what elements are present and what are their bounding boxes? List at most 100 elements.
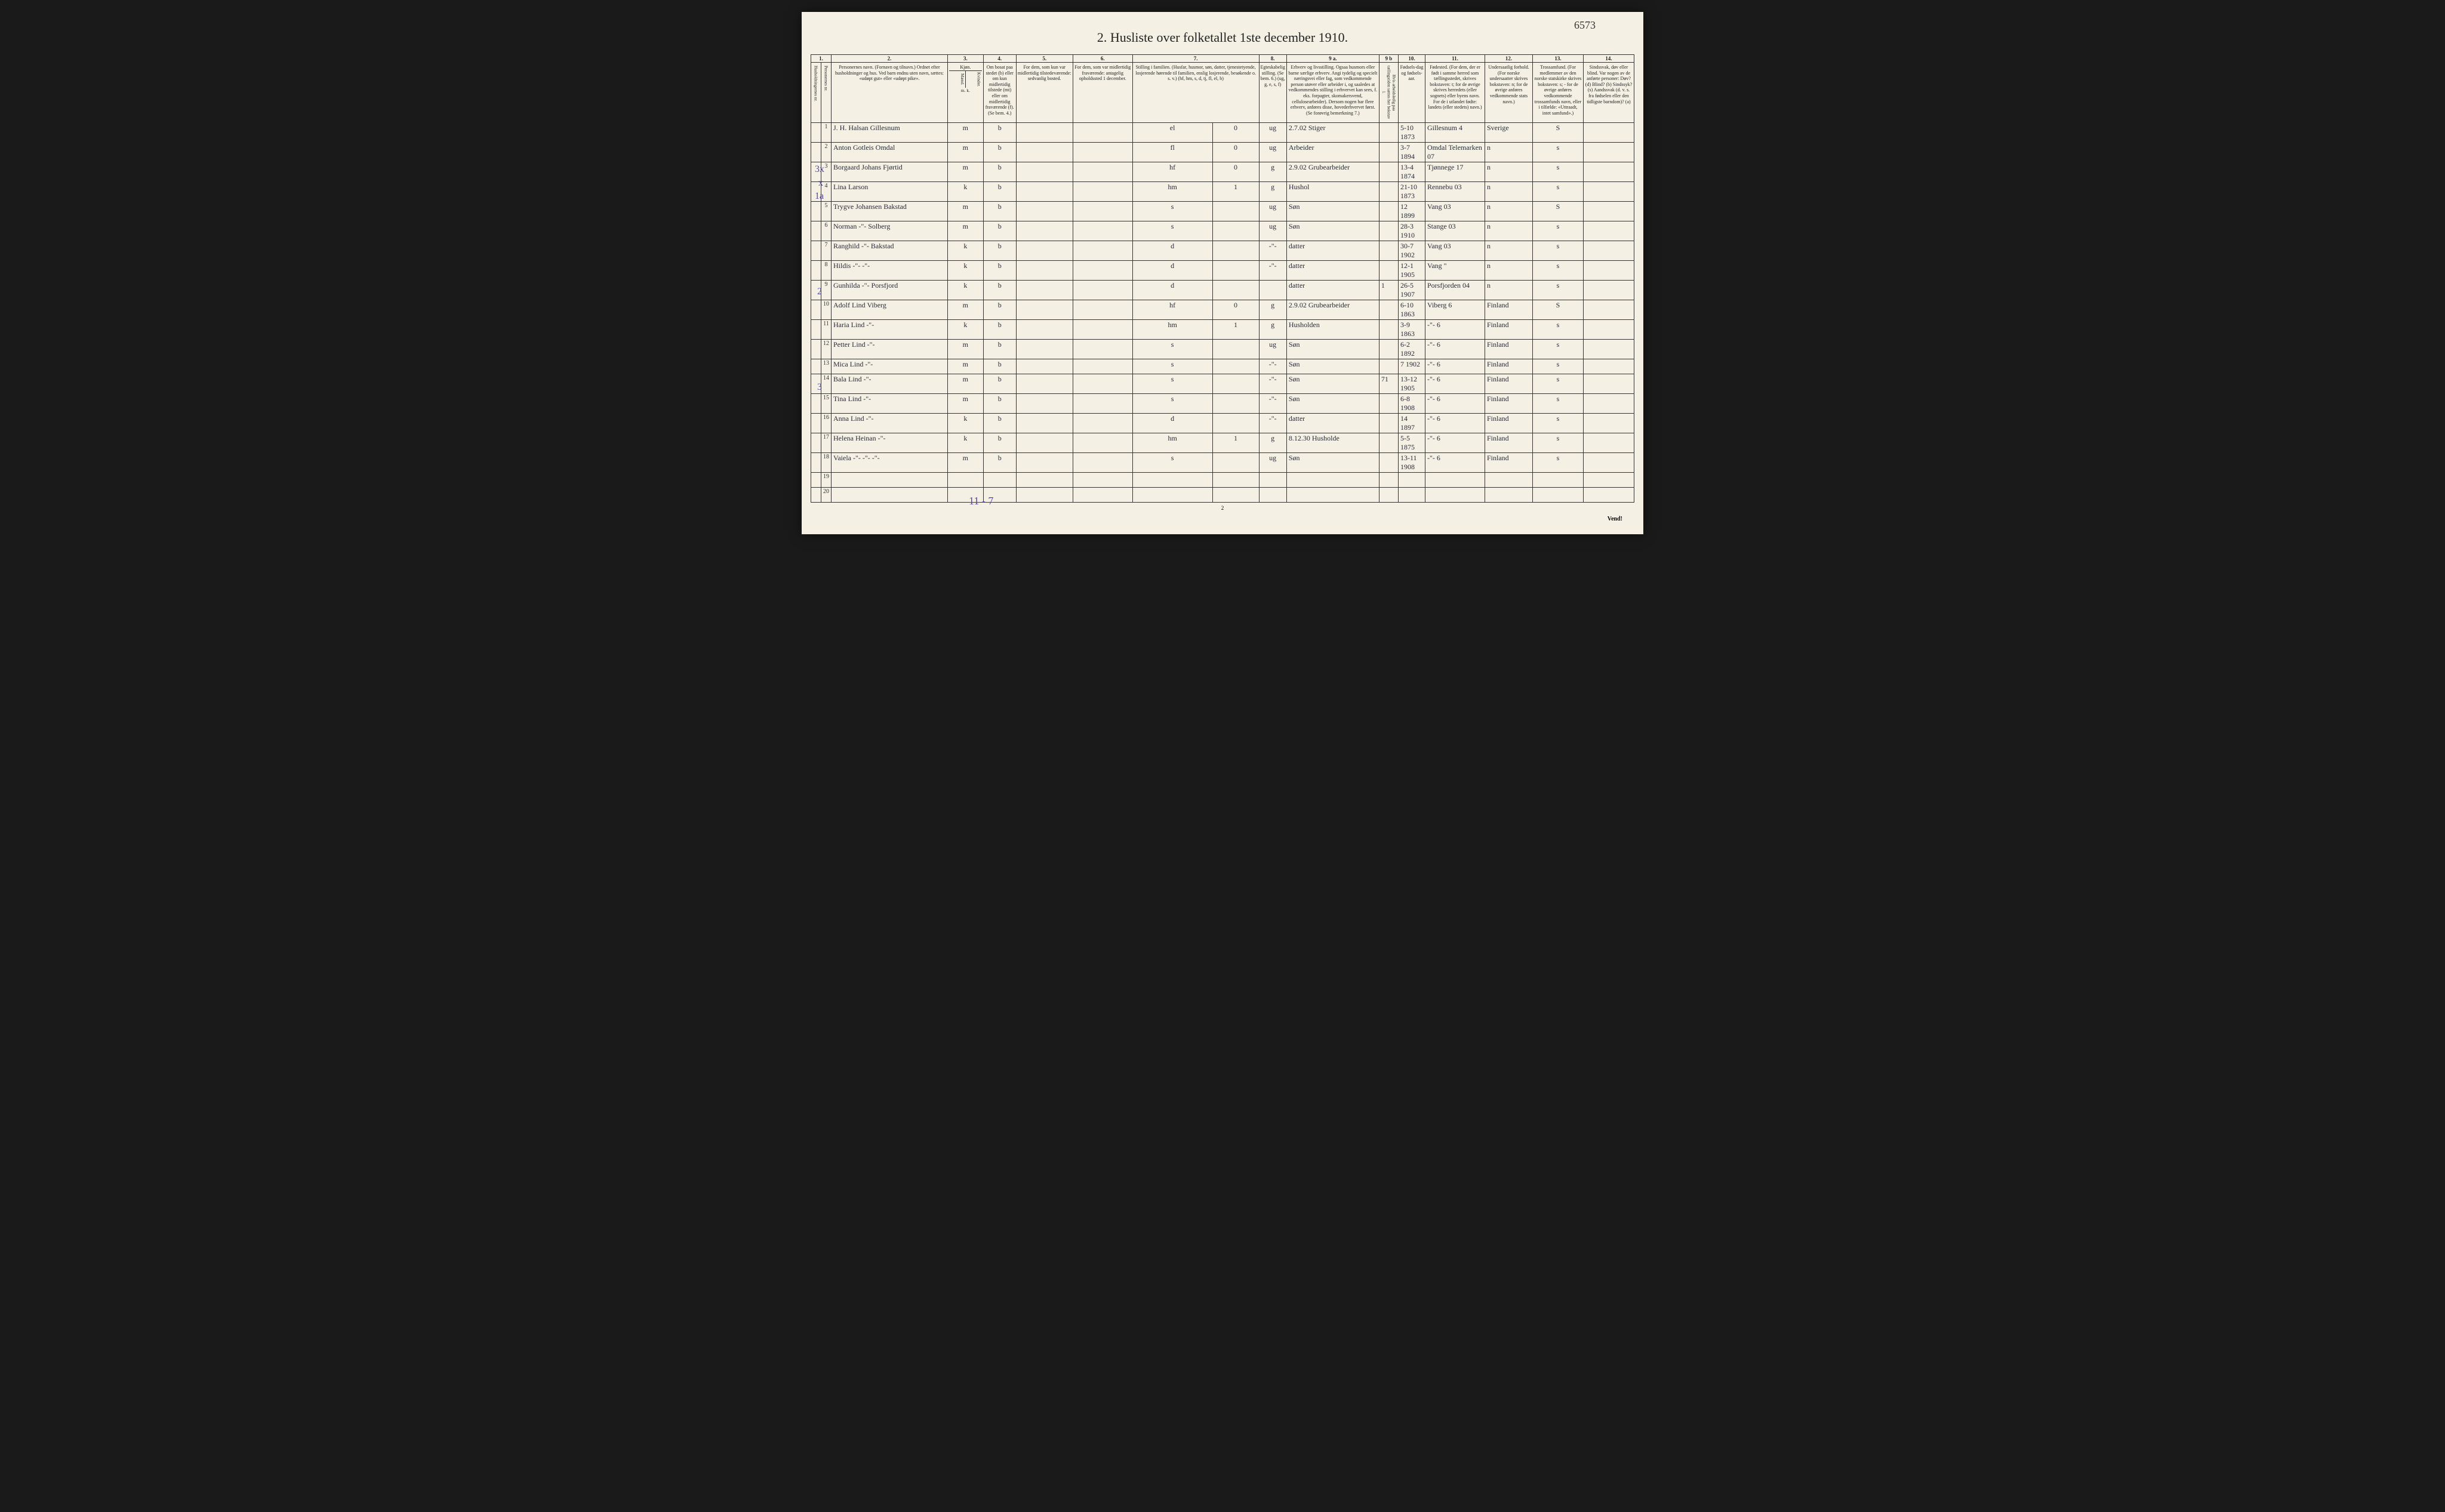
cell-o: 0 <box>1212 162 1259 182</box>
cell-sindssvak <box>1584 320 1634 340</box>
cell-mk: k <box>948 281 984 300</box>
cell-fodsel: 7 1902 <box>1399 359 1425 374</box>
cell-egteskab: ug <box>1259 221 1286 241</box>
cell-trossamfund: S <box>1533 202 1584 221</box>
table-body: 1 J. H. Halsan Gillesnum m b el 0 ug 2.7… <box>811 123 1634 503</box>
cell-navn: J. H. Halsan Gillesnum <box>832 123 948 143</box>
cell-sindssvak <box>1584 221 1634 241</box>
cell-egteskab: g <box>1259 182 1286 202</box>
cell-undersaatlig: Finland <box>1485 374 1533 394</box>
table-row: 9 Gunhilda -"- Porsfjord k b d datter 1 … <box>811 281 1634 300</box>
cell-fravaerende <box>1073 182 1132 202</box>
cell-navn: Helena Heinan -"- <box>832 433 948 453</box>
cell-fodested: Omdal Telemarken 07 <box>1425 143 1485 162</box>
cell-undersaatlig: Finland <box>1485 359 1533 374</box>
cell-hushold-nr <box>811 143 821 162</box>
cell-egteskab: -"- <box>1259 241 1286 261</box>
cell-tilstede <box>1016 433 1073 453</box>
cell-undersaatlig: Finland <box>1485 414 1533 433</box>
cell-tilstede <box>1016 162 1073 182</box>
hdr-person-nr: Personernes nr. <box>823 64 829 93</box>
cell-sindssvak <box>1584 433 1634 453</box>
cell-bosat: b <box>983 281 1016 300</box>
cell-fodsel: 13-11 1908 <box>1399 453 1425 473</box>
table-row: 8 Hildis -"- -"- k b d -"- datter 12-1 1… <box>811 261 1634 281</box>
cell-fodested: Vang 03 <box>1425 202 1485 221</box>
coln-8: 8. <box>1259 55 1286 63</box>
cell-erhverv: Arbeider <box>1286 143 1379 162</box>
cell-sindssvak <box>1584 143 1634 162</box>
cell-trossamfund <box>1533 473 1584 488</box>
cell-trossamfund: s <box>1533 221 1584 241</box>
cell-arbeidsledig <box>1379 320 1398 340</box>
cell-erhverv: datter <box>1286 261 1379 281</box>
hdr-bosat: Om bosat paa stedet (b) eller om kun mid… <box>983 63 1016 123</box>
cell-bosat: b <box>983 300 1016 320</box>
cell-fodested: Viberg 6 <box>1425 300 1485 320</box>
cell-stilling: hm <box>1132 433 1212 453</box>
coln-5: 5. <box>1016 55 1073 63</box>
cell-fodsel: 13-4 1874 <box>1399 162 1425 182</box>
table-row: 4 Lina Larson k b hm 1 g Hushol 21-10 18… <box>811 182 1634 202</box>
hdr-tilstede: For dem, som kun var midlertidig tilsted… <box>1016 63 1073 123</box>
cell-hushold-nr <box>811 202 821 221</box>
cell-hushold-nr <box>811 488 821 503</box>
table-row: 3 Borgaard Johans Fjørtid m b hf 0 g 2.9… <box>811 162 1634 182</box>
cell-trossamfund: s <box>1533 162 1584 182</box>
table-row: 14 Bala Lind -"- m b s -"- Søn 71 13-12 … <box>811 374 1634 394</box>
cell-tilstede <box>1016 123 1073 143</box>
cell-sindssvak <box>1584 202 1634 221</box>
cell-sindssvak <box>1584 300 1634 320</box>
cell-stilling: fl <box>1132 143 1212 162</box>
cell-mk: k <box>948 433 984 453</box>
cell-fodsel: 5-5 1875 <box>1399 433 1425 453</box>
cell-erhverv: Søn <box>1286 374 1379 394</box>
cell-erhverv: Søn <box>1286 394 1379 414</box>
cell-erhverv: 2.9.02 Grubearbeider <box>1286 162 1379 182</box>
cell-tilstede <box>1016 488 1073 503</box>
cell-egteskab: -"- <box>1259 261 1286 281</box>
cell-o: 0 <box>1212 143 1259 162</box>
hdr-stilling: Stilling i familien. (Husfar, husmor, sø… <box>1132 63 1259 123</box>
cell-navn: Mica Lind -"- <box>832 359 948 374</box>
cell-sindssvak <box>1584 241 1634 261</box>
cell-trossamfund: s <box>1533 359 1584 374</box>
cell-egteskab: ug <box>1259 340 1286 359</box>
cell-stilling <box>1132 488 1212 503</box>
cell-tilstede <box>1016 473 1073 488</box>
cell-fodsel: 6-10 1863 <box>1399 300 1425 320</box>
cell-tilstede <box>1016 394 1073 414</box>
cell-person-nr: 10 <box>821 300 832 320</box>
cell-o <box>1212 281 1259 300</box>
table-row: 7 Ranghild -"- Bakstad k b d -"- datter … <box>811 241 1634 261</box>
cell-mk: m <box>948 374 984 394</box>
table-row: 5 Trygve Johansen Bakstad m b s ug Søn 1… <box>811 202 1634 221</box>
cell-bosat: b <box>983 202 1016 221</box>
cell-arbeidsledig <box>1379 488 1398 503</box>
cell-o <box>1212 340 1259 359</box>
cell-navn: Tina Lind -"- <box>832 394 948 414</box>
cell-stilling <box>1132 473 1212 488</box>
cell-trossamfund <box>1533 488 1584 503</box>
cell-sindssvak <box>1584 374 1634 394</box>
cell-undersaatlig: n <box>1485 241 1533 261</box>
table-row: 17 Helena Heinan -"- k b hm 1 g 8.12.30 … <box>811 433 1634 453</box>
hdr-navn: Personernes navn. (Fornavn og tilnavn.) … <box>832 63 948 123</box>
cell-fodested <box>1425 488 1485 503</box>
cell-fodested: -"- 6 <box>1425 340 1485 359</box>
cell-person-nr: 15 <box>821 394 832 414</box>
tally-mark: 11 - 7 <box>969 495 993 507</box>
cell-egteskab: g <box>1259 300 1286 320</box>
cell-trossamfund: s <box>1533 241 1584 261</box>
cell-mk: m <box>948 202 984 221</box>
cell-tilstede <box>1016 221 1073 241</box>
cell-fravaerende <box>1073 143 1132 162</box>
margin-note-2: x <box>818 178 823 189</box>
cell-hushold-nr <box>811 241 821 261</box>
cell-person-nr: 8 <box>821 261 832 281</box>
hdr-egteskab: Egteskabelig stilling. (Se bem. 6.) (ug,… <box>1259 63 1286 123</box>
cell-undersaatlig: Finland <box>1485 340 1533 359</box>
cell-hushold-nr <box>811 453 821 473</box>
cell-egteskab: -"- <box>1259 359 1286 374</box>
cell-fodested: Vang " <box>1425 261 1485 281</box>
